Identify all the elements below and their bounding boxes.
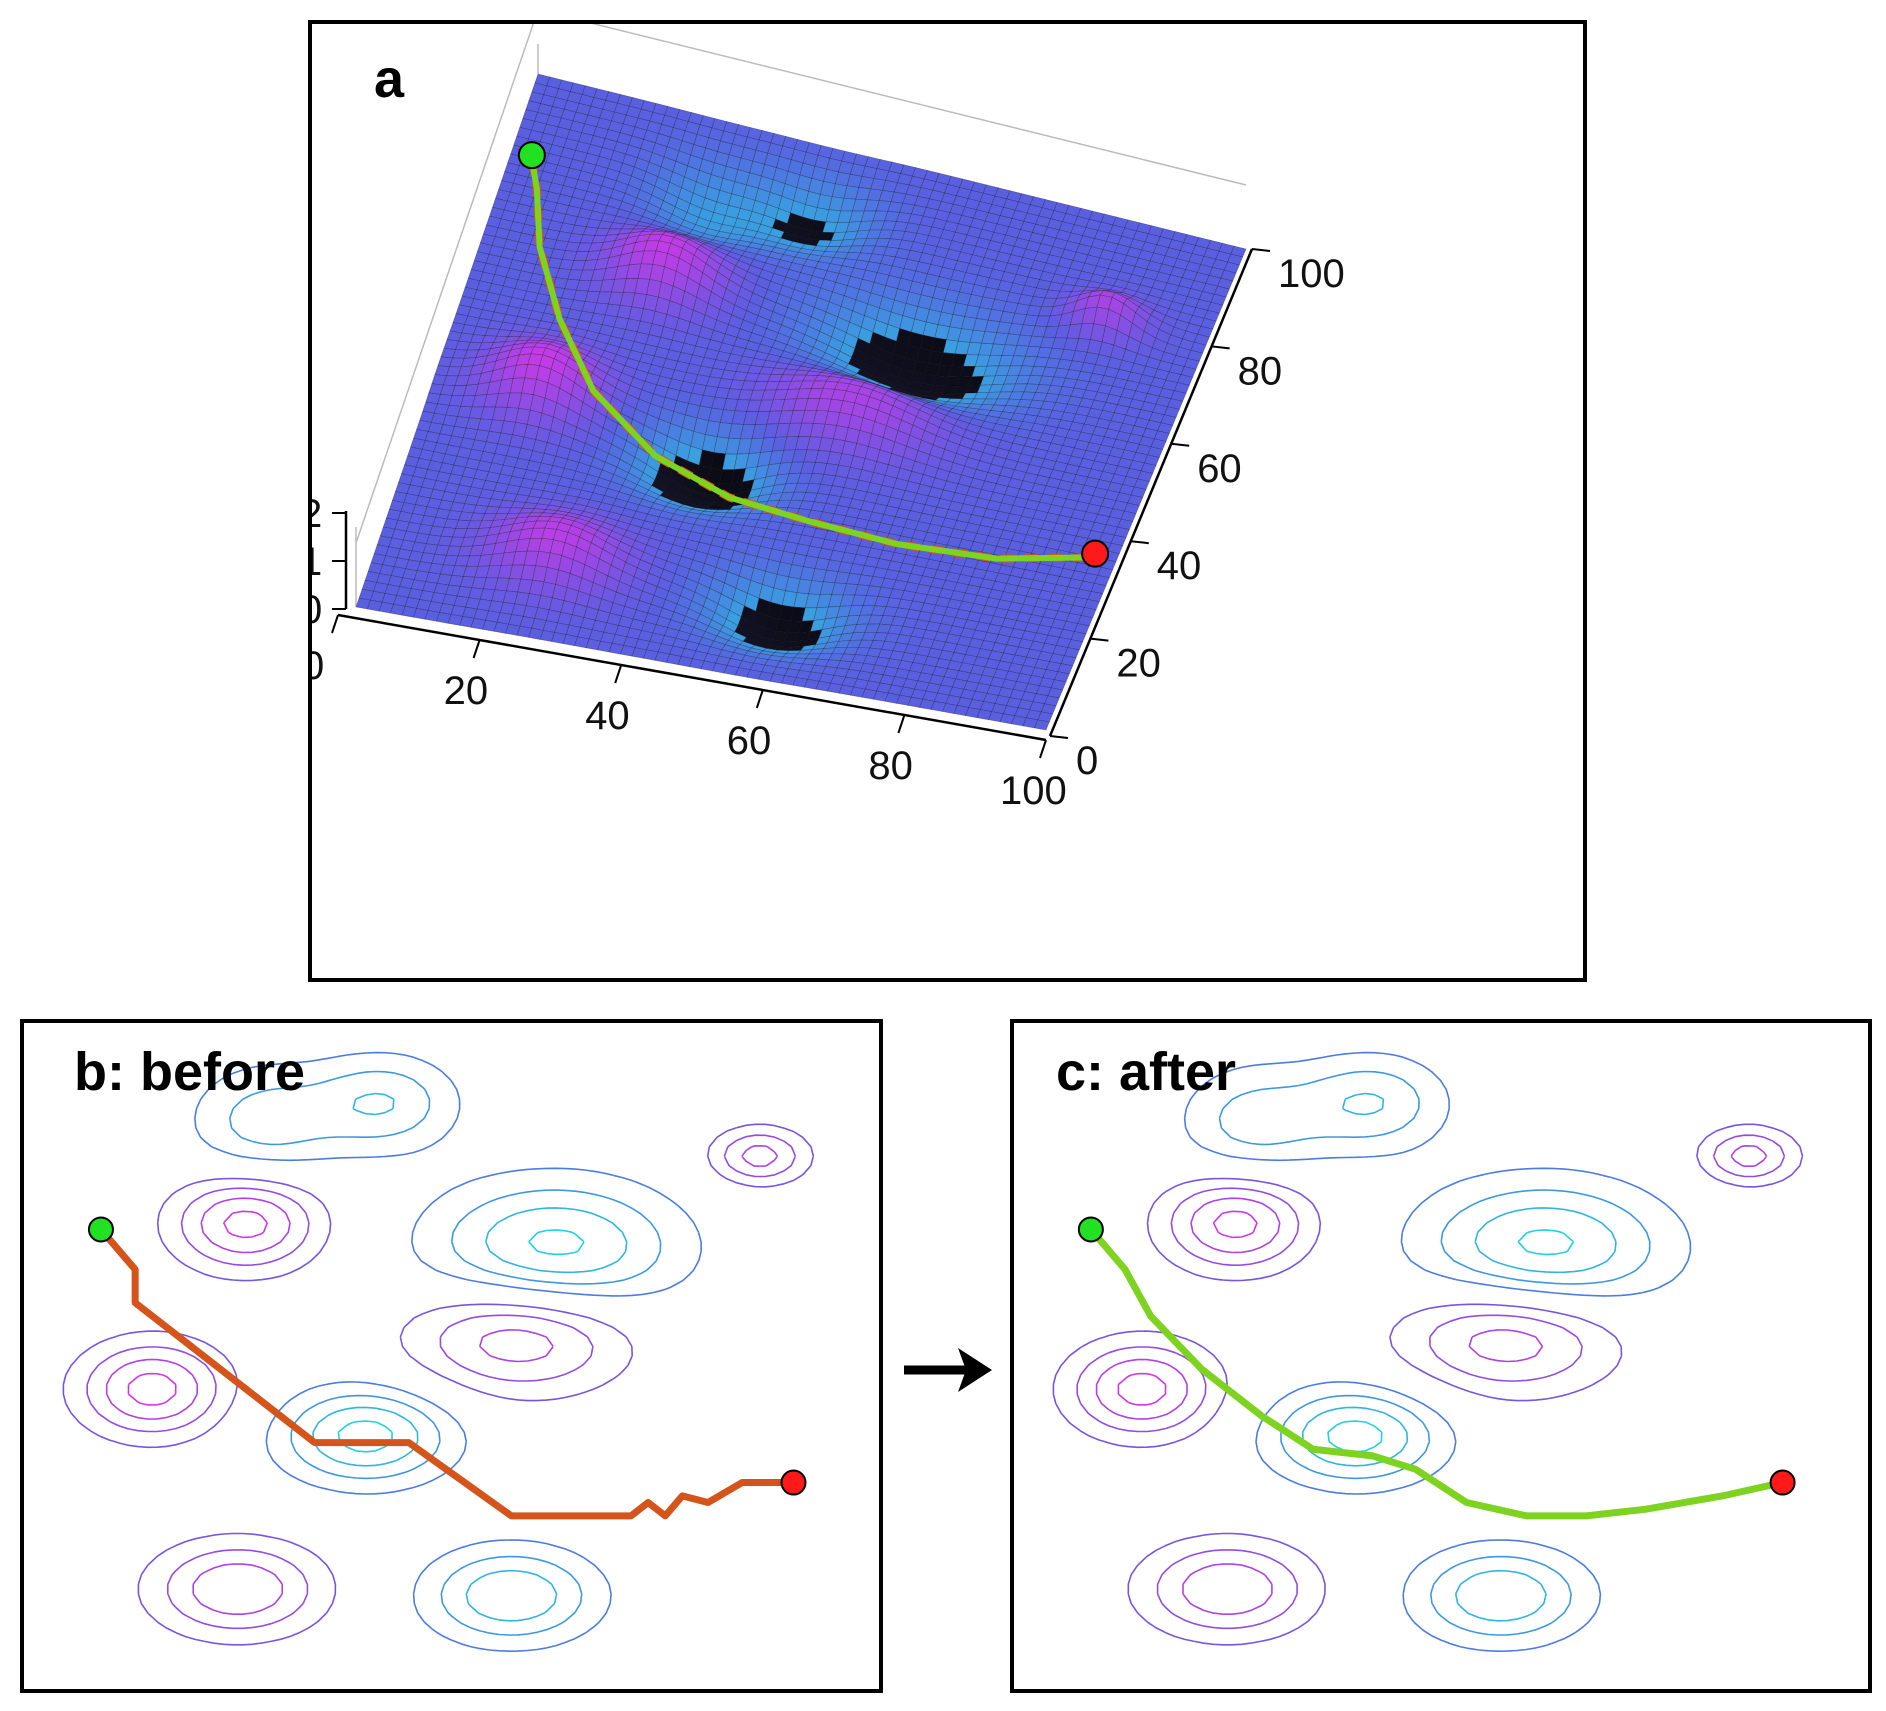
- z-tick-label: 2: [312, 492, 322, 536]
- contour-level: [86, 1134, 797, 1630]
- surface-mesh: [355, 73, 1247, 731]
- panel-a-surface-plot: a 020406080100020406080100012: [308, 20, 1587, 982]
- end-marker: [1769, 1469, 1796, 1496]
- contour-level: [1076, 1134, 1786, 1630]
- smooth-path-3d: [528, 158, 1096, 562]
- path-line: [98, 1227, 794, 1520]
- contour-level: [1327, 1229, 1575, 1453]
- axes: 020406080100020406080100012: [312, 248, 1345, 813]
- contour-level: [1183, 1051, 1692, 1652]
- start-marker: [87, 1216, 114, 1243]
- start-marker: [517, 141, 546, 170]
- contour-before-svg: [62, 1051, 815, 1652]
- x-tick-label: 20: [444, 669, 489, 713]
- contour-level: [1095, 1145, 1768, 1615]
- contour-lines: [62, 1051, 815, 1652]
- panel-b-label: b: before: [74, 1042, 306, 1102]
- y-tick-label: 80: [1238, 349, 1283, 393]
- x-tick-label: 60: [727, 719, 772, 763]
- y-tick-label: 20: [1116, 642, 1161, 686]
- z-tick-label: 0: [312, 588, 322, 632]
- x-tick-label: 80: [868, 744, 913, 788]
- y-tick-label: 0: [1076, 739, 1098, 783]
- contour-level: [127, 1210, 269, 1406]
- surface-plot-svg: 020406080100020406080100012: [312, 24, 1345, 813]
- axis-box: [355, 24, 1247, 607]
- end-marker: [780, 1469, 807, 1496]
- end-marker: [1081, 539, 1110, 568]
- y-tick-label: 40: [1157, 544, 1202, 588]
- panel-c-contour-after: c: after: [1010, 1019, 1872, 1693]
- panel-a-label: a: [374, 49, 405, 109]
- contour-level: [312, 1092, 628, 1622]
- contour-level: [337, 1229, 585, 1453]
- contour-level: [194, 1051, 702, 1652]
- y-tick-label: 100: [1278, 252, 1345, 296]
- contour-level: [1052, 1123, 1804, 1646]
- x-tick-label: 40: [585, 694, 630, 738]
- start-marker: [1077, 1216, 1104, 1243]
- z-tick-label: 1: [312, 540, 322, 584]
- panel-b-contour-before: b: before: [20, 1019, 883, 1693]
- y-tick-label: 60: [1197, 447, 1242, 491]
- contour-level: [1117, 1210, 1258, 1406]
- contour-level: [105, 1145, 779, 1615]
- x-tick-label: 100: [1000, 769, 1067, 813]
- contour-level: [1301, 1092, 1617, 1622]
- contour-level: [62, 1123, 815, 1646]
- contour-lines: [1052, 1051, 1804, 1652]
- arrow-right-icon: [904, 1348, 992, 1392]
- path-line: [1088, 1227, 1784, 1520]
- panel-c-label: c: after: [1056, 1042, 1237, 1102]
- x-tick-label: 0: [312, 644, 324, 688]
- contour-after-svg: [1052, 1051, 1804, 1652]
- surface-group: 020406080100020406080100012: [312, 24, 1345, 813]
